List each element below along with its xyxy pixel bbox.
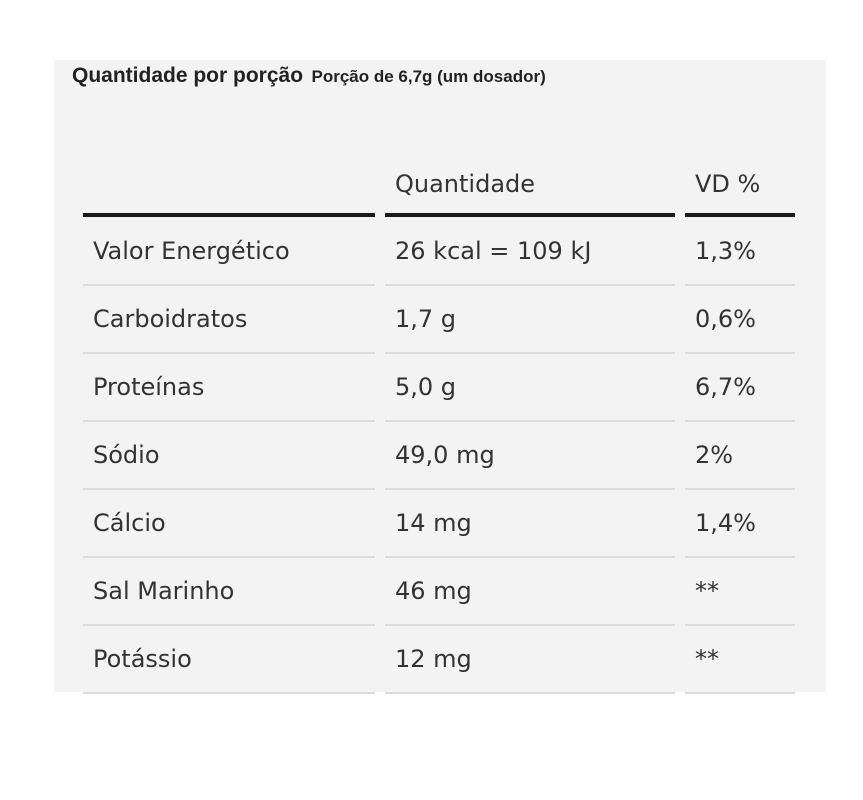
header-divider — [685, 213, 795, 217]
nutrient-dv: 6,7% — [685, 354, 795, 422]
table-row: Sódio 49,0 mg 2% — [83, 422, 795, 490]
nutrition-panel — [54, 60, 826, 692]
table-row: Cálcio 14 mg 1,4% — [83, 490, 795, 558]
nutrient-dv: 1,4% — [685, 490, 795, 558]
nutrient-amount: 5,0 g — [385, 354, 675, 422]
nutrient-dv: 0,6% — [685, 286, 795, 354]
nutrient-dv: ** — [685, 558, 795, 626]
nutrient-name: Carboidratos — [83, 286, 375, 354]
nutrient-amount: 1,7 g — [385, 286, 675, 354]
table-row: Proteínas 5,0 g 6,7% — [83, 354, 795, 422]
nutrient-amount: 14 mg — [385, 490, 675, 558]
column-header-dv: VD % — [695, 170, 761, 198]
nutrient-name: Sal Marinho — [83, 558, 375, 626]
nutrition-header: Quantidade por porção Porção de 6,7g (um… — [72, 64, 772, 98]
nutrient-dv: 2% — [685, 422, 795, 490]
header-serving: Porção de 6,7g (um dosador) — [311, 67, 546, 86]
nutrient-amount: 26 kcal = 109 kJ — [385, 218, 675, 286]
table-row: Potássio 12 mg ** — [83, 626, 795, 694]
header-divider — [83, 213, 375, 217]
column-header-amount: Quantidade — [395, 170, 536, 198]
nutrient-dv: 1,3% — [685, 218, 795, 286]
nutrient-dv: ** — [685, 626, 795, 694]
nutrient-name: Cálcio — [83, 490, 375, 558]
header-title: Quantidade por porção — [72, 64, 304, 87]
table-header-row: Quantidade VD % — [83, 150, 795, 212]
nutrient-name: Valor Energético — [83, 218, 375, 286]
nutrient-amount: 12 mg — [385, 626, 675, 694]
column-header-nutrient — [83, 150, 375, 212]
nutrient-name: Proteínas — [83, 354, 375, 422]
nutrient-name: Potássio — [83, 626, 375, 694]
nutrient-name: Sódio — [83, 422, 375, 490]
nutrient-amount: 46 mg — [385, 558, 675, 626]
nutrient-amount: 49,0 mg — [385, 422, 675, 490]
header-divider — [385, 213, 675, 217]
table-row: Carboidratos 1,7 g 0,6% — [83, 286, 795, 354]
header-rule — [83, 212, 795, 218]
nutrition-table: Quantidade VD % Valor Energético 26 kcal… — [83, 150, 795, 694]
table-row: Valor Energético 26 kcal = 109 kJ 1,3% — [83, 218, 795, 286]
table-row: Sal Marinho 46 mg ** — [83, 558, 795, 626]
